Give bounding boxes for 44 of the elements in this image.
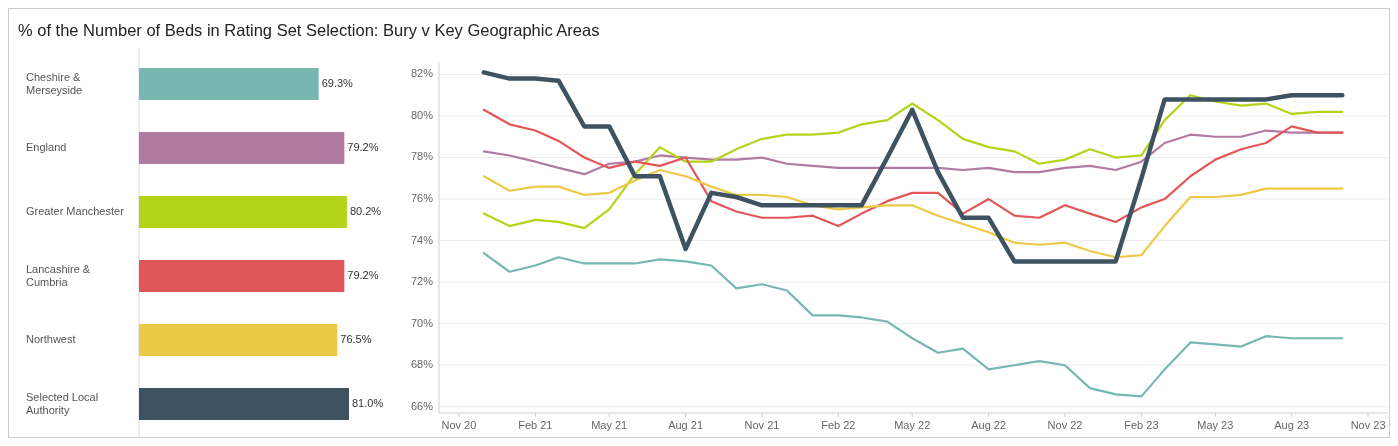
x-tick-label: May 23 [1197, 419, 1234, 431]
line-series [482, 251, 1344, 398]
y-tick-label: 76% [410, 191, 434, 204]
chart-title: % of the Number of Beds in Rating Set Selection: Bury v Key Geographic Areas [18, 21, 600, 39]
y-tick-label: 70% [410, 316, 434, 329]
bar [139, 388, 349, 420]
x-tick-label: Nov 22 [1047, 419, 1083, 431]
x-tick-label: Aug 23 [1274, 419, 1310, 431]
data-label: 79.2% [347, 268, 379, 281]
x-tick-label: Feb 22 [821, 419, 856, 431]
y-tick-label: Lancashire & Cumbria [26, 262, 91, 288]
y-tick-label: 68% [410, 358, 434, 371]
line-series [481, 70, 1345, 264]
bar [139, 260, 345, 292]
y-tick-label: Cheshire & Merseyside [26, 70, 83, 96]
x-tick-label: Nov 20 [441, 419, 477, 431]
x-tick-label: Feb 21 [518, 419, 553, 431]
y-tick-label: England [26, 140, 67, 153]
y-tick-label: 66% [410, 399, 434, 412]
data-label: 76.5% [340, 332, 372, 345]
data-label: 80.2% [349, 204, 382, 217]
bar [139, 324, 338, 356]
y-tick-label: 72% [410, 275, 434, 288]
bar [139, 132, 345, 164]
data-label: 69.3% [321, 76, 354, 89]
y-tick-label: Greater Manchester [26, 204, 125, 217]
x-tick-label: Feb 23 [1124, 419, 1159, 431]
data-label: 81.0% [352, 396, 384, 409]
bar [139, 196, 347, 228]
bar [139, 68, 319, 100]
y-tick-label: Northwest [26, 332, 76, 345]
x-tick-label: Nov 21 [744, 419, 780, 431]
y-tick-label: 82% [410, 67, 434, 80]
y-tick-label: 78% [410, 150, 434, 163]
data-label: 79.2% [347, 140, 379, 153]
x-tick-label: Aug 22 [971, 419, 1007, 431]
y-tick-label: Selected Local Authority [26, 390, 99, 416]
x-tick-label: Aug 21 [668, 419, 704, 431]
x-tick-label: May 21 [591, 419, 628, 431]
y-tick-label: 80% [410, 108, 434, 121]
y-tick-label: 74% [410, 233, 434, 246]
x-tick-label: May 22 [894, 419, 931, 431]
line-series [482, 168, 1344, 259]
x-tick-label: Nov 23 [1350, 419, 1386, 431]
